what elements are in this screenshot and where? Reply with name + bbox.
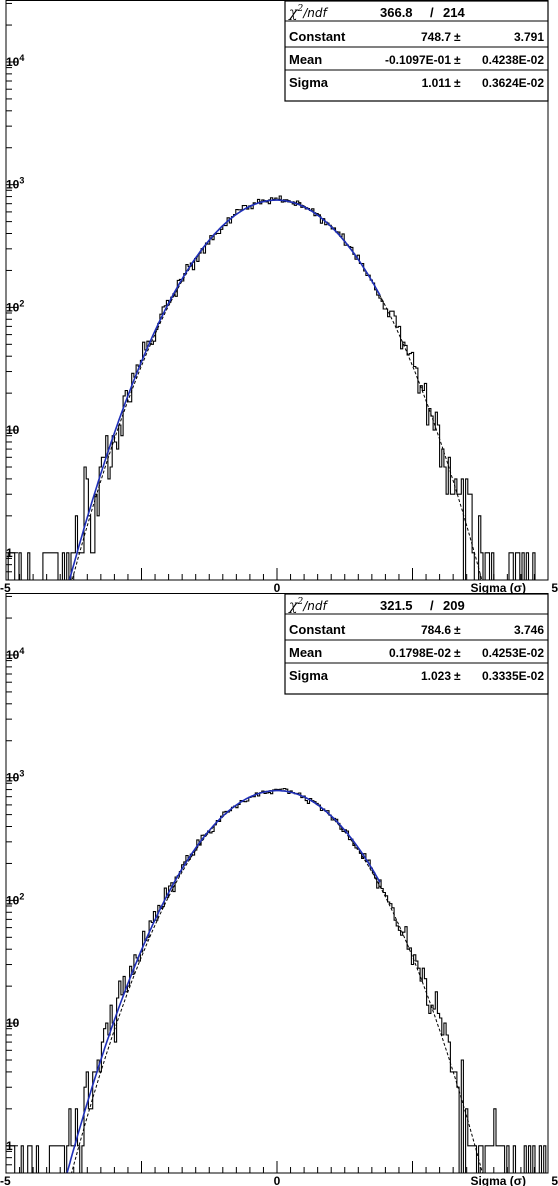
stat-pm: ± <box>454 30 461 44</box>
x-tick-label: 5 <box>551 1174 558 1186</box>
histogram-panel-2: 1 10 102 103 104 -5 0 5 Sigma (σ) χ2/ndf 321.5/209… <box>0 593 558 1186</box>
x-axis-label: Sigma (σ) <box>470 581 526 593</box>
histogram-panel-1: 1 10 102 103 104 -5 0 5 Sigma (σ) χ2/ndf 366.8/214… <box>0 0 558 593</box>
chi2-slash: / <box>430 5 434 20</box>
fit-curve-2 <box>66 789 381 1173</box>
ndf-value: 214 <box>443 5 465 20</box>
stat-error: 3.746 <box>514 623 544 637</box>
y-tick-label-base: 1 <box>6 1139 13 1153</box>
stat-value: 0.1798E-02 <box>389 646 451 660</box>
y-tick-label: 103 <box>6 769 24 785</box>
x-tick-label: 0 <box>274 1174 281 1186</box>
stat-name: Mean <box>289 645 322 660</box>
y-tick-label-base: 10 <box>6 300 20 314</box>
stat-value: 1.011 <box>422 76 452 90</box>
chi2-sup: 2 <box>296 597 303 607</box>
chi2-symbol: χ <box>288 5 299 21</box>
stat-pm: ± <box>454 53 461 67</box>
stat-value: 748.7 <box>421 30 451 44</box>
x-tick-label: 5 <box>551 581 558 593</box>
chi2-slash: / <box>430 598 434 613</box>
stat-value: 784.6 <box>421 623 451 637</box>
y-tick-label-base: 10 <box>6 178 20 192</box>
stat-value: 1.023 <box>421 669 451 683</box>
y-tick-label: 1 <box>6 1139 13 1153</box>
chi2-value: 321.5 <box>380 598 413 613</box>
stat-name: Sigma <box>289 668 329 683</box>
y-tick-label: 10 <box>6 423 20 437</box>
histogram-2 <box>6 787 547 1173</box>
x-tick-label: -5 <box>0 1174 11 1186</box>
x-tick-label: 0 <box>274 581 281 593</box>
stats-box-1 <box>284 0 549 102</box>
chi2-value: 366.8 <box>380 5 413 20</box>
y-tick-label: 104 <box>6 646 24 662</box>
x-tick-label: -5 <box>0 581 11 593</box>
stat-error: 3.791 <box>514 30 544 44</box>
y-tick-label: 10 <box>6 1016 20 1030</box>
stat-pm: ± <box>454 76 461 90</box>
y-tick-label-base: 10 <box>6 55 20 69</box>
stat-pm: ± <box>454 669 461 683</box>
y-tick-label-exp: 3 <box>19 769 24 779</box>
y-tick-label-exp: 2 <box>19 298 24 308</box>
stat-name: Mean <box>289 52 322 67</box>
stat-pm: ± <box>454 623 461 637</box>
y-tick-label: 102 <box>6 298 24 314</box>
y-tick-label: 1 <box>6 546 13 560</box>
y-tick-label-base: 10 <box>6 771 20 785</box>
y-tick-label-base: 10 <box>6 893 20 907</box>
chi2-label: χ2/ndf <box>288 597 328 614</box>
fit-curve-1 <box>68 199 381 580</box>
stat-error: 0.4253E-02 <box>482 646 544 660</box>
stat-pm: ± <box>454 646 461 660</box>
stat-value: -0.1097E-01 <box>385 53 451 67</box>
y-tick-label-exp: 4 <box>19 53 24 63</box>
stat-error: 0.3335E-02 <box>482 669 544 683</box>
stat-error: 0.4238E-02 <box>482 53 544 67</box>
stat-name: Constant <box>289 622 346 637</box>
y-tick-label: 104 <box>6 53 24 69</box>
chi2-sup: 2 <box>296 4 303 14</box>
stat-error: 0.3624E-02 <box>482 76 544 90</box>
y-tick-label-exp: 2 <box>19 891 24 901</box>
y-tick-label-exp: 3 <box>19 176 24 186</box>
chi2-label: χ2/ndf <box>288 4 328 21</box>
stat-name: Sigma <box>289 75 329 90</box>
y-tick-label-base: 1 <box>6 546 13 560</box>
y-tick-label: 103 <box>6 176 24 192</box>
chi2-symbol: χ <box>288 598 299 614</box>
y-tick-label: 102 <box>6 891 24 907</box>
x-axis-label: Sigma (σ) <box>470 1174 526 1186</box>
histogram-1 <box>7 195 536 580</box>
y-tick-label-base: 10 <box>6 648 20 662</box>
chi2-ndf: /ndf <box>302 6 328 20</box>
stats-box-2 <box>284 593 549 695</box>
stat-name: Constant <box>289 29 346 44</box>
y-tick-label-base: 10 <box>6 1016 20 1030</box>
y-tick-label-base: 10 <box>6 423 20 437</box>
y-tick-label-exp: 4 <box>19 646 24 656</box>
reference-curve-1 <box>71 198 483 580</box>
ndf-value: 209 <box>443 598 465 613</box>
chi2-ndf: /ndf <box>302 599 328 613</box>
